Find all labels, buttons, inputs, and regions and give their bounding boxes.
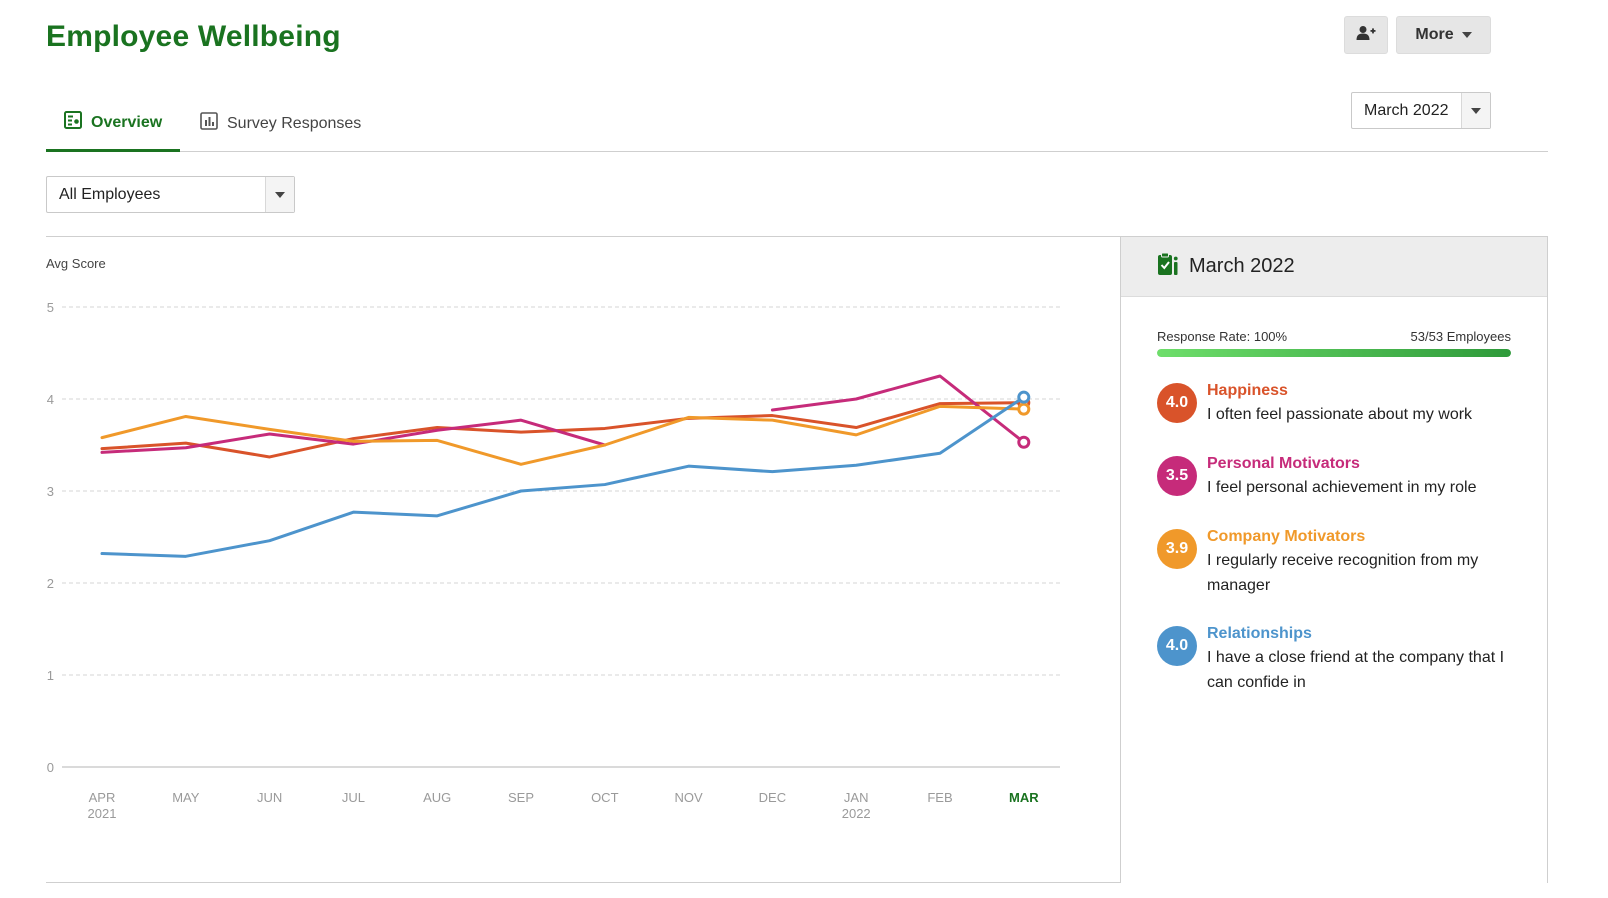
score-badge: 3.9 — [1157, 529, 1197, 569]
top-actions: More — [1344, 16, 1491, 54]
month-select[interactable]: March 2022 — [1351, 92, 1491, 129]
x-tick-label: MAY — [172, 790, 200, 805]
x-tick-label: MAR — [1009, 790, 1039, 805]
tab-overview-label: Overview — [91, 113, 163, 131]
metric-description: I have a close friend at the company tha… — [1207, 649, 1505, 691]
add-user-button[interactable] — [1344, 16, 1388, 54]
x-tick-year-label: 2021 — [88, 806, 117, 821]
chevron-down-icon[interactable] — [1461, 93, 1490, 128]
response-rate-row: Response Rate: 100% 53/53 Employees — [1157, 329, 1511, 344]
metric-relationships: 4.0 Relationships I have a close friend … — [1157, 623, 1517, 695]
more-button[interactable]: More — [1396, 16, 1491, 54]
x-tick-label: AUG — [423, 790, 451, 805]
metric-name: Company Motivators — [1207, 528, 1366, 545]
score-badge: 3.5 — [1157, 456, 1197, 496]
chevron-down-icon[interactable] — [265, 177, 294, 212]
overview-icon — [64, 111, 82, 134]
clipboard-check-icon — [1157, 252, 1179, 281]
metric-company-motivators: 3.9 Company Motivators I regularly recei… — [1157, 526, 1517, 598]
summary-title: March 2022 — [1189, 255, 1295, 277]
x-tick-label: NOV — [675, 790, 704, 805]
tab-survey-responses[interactable]: Survey Responses — [182, 96, 379, 151]
x-tick-label: APR — [89, 790, 116, 805]
tab-overview[interactable]: Overview — [46, 96, 181, 152]
metric-personal-motivators: 3.5 Personal Motivators I feel personal … — [1157, 453, 1517, 500]
tab-bar: Overview Survey Responses — [46, 96, 1548, 152]
score-badge: 4.0 — [1157, 626, 1197, 666]
x-tick-label: FEB — [927, 790, 952, 805]
response-rate-bar-fill — [1157, 349, 1511, 357]
employee-filter-value: All Employees — [59, 185, 161, 203]
month-select-value: March 2022 — [1364, 101, 1449, 119]
bar-chart-icon — [200, 112, 218, 135]
metric-name: Relationships — [1207, 625, 1312, 642]
y-tick-label: 1 — [47, 668, 54, 683]
series-endpoint — [1017, 402, 1031, 416]
y-tick-label: 2 — [47, 576, 54, 591]
more-button-label: More — [1415, 26, 1454, 43]
series-line — [100, 401, 1026, 459]
x-tick-label: JAN — [844, 790, 869, 805]
tab-survey-label: Survey Responses — [227, 114, 362, 132]
score-badge: 4.0 — [1157, 383, 1197, 423]
x-tick-year-label: 2022 — [842, 806, 871, 821]
y-tick-label: 5 — [47, 300, 54, 315]
add-user-icon — [1356, 25, 1376, 46]
line-chart: Avg Score 0 1 2 3 4 5 APR 2021 MAY JUN JUL AUG SEP OCT… — [46, 237, 1120, 882]
x-tick-label: OCT — [591, 790, 619, 805]
response-rate-label: Response Rate: 100% — [1157, 329, 1288, 344]
summary-header: March 2022 — [1121, 237, 1547, 297]
metric-name: Happiness — [1207, 382, 1288, 399]
response-count: 53/53 Employees — [1410, 329, 1511, 344]
y-tick-label: 3 — [47, 484, 54, 499]
metric-description: I regularly receive recognition from my … — [1207, 552, 1479, 594]
metric-name: Personal Motivators — [1207, 455, 1360, 472]
series-line — [100, 418, 607, 454]
x-tick-label: SEP — [508, 790, 534, 805]
employee-filter-select[interactable]: All Employees — [46, 176, 295, 213]
metric-happiness: 4.0 Happiness I often feel passionate ab… — [1157, 380, 1517, 427]
series-endpoint — [1017, 390, 1031, 404]
x-tick-label: JUN — [257, 790, 282, 805]
metric-description: I feel personal achievement in my role — [1207, 479, 1477, 496]
response-rate-bar — [1157, 349, 1511, 357]
series-endpoint — [1017, 435, 1031, 449]
page-title: Employee Wellbeing — [46, 20, 341, 53]
y-tick-label: 4 — [47, 392, 54, 407]
chevron-down-icon — [1461, 32, 1472, 38]
metric-description: I often feel passionate about my work — [1207, 406, 1473, 423]
x-tick-label: DEC — [759, 790, 786, 805]
y-tick-label: 0 — [47, 760, 54, 775]
month-summary-panel: March 2022 Response Rate: 100% 53/53 Emp… — [1120, 236, 1548, 883]
x-tick-label: JUL — [342, 790, 365, 805]
dashboard-panel: Avg Score 0 1 2 3 4 5 APR 2021 MAY JUN JUL AUG SEP OCT… — [46, 236, 1548, 883]
series-line — [100, 395, 1026, 558]
series-line — [100, 404, 1026, 466]
y-axis-label: Avg Score — [46, 256, 106, 271]
